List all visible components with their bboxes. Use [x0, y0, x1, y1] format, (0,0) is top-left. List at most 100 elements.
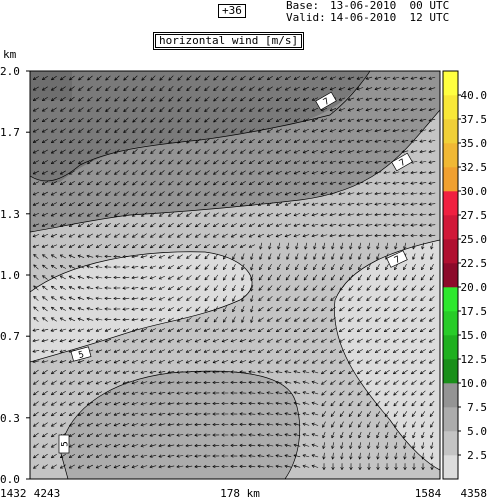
wind-arrow [68, 422, 75, 427]
wind-arrow [132, 117, 138, 123]
wind-arrow [231, 107, 237, 112]
wind-arrow [222, 75, 228, 81]
wind-arrow [267, 306, 273, 312]
wind-arrow [348, 380, 354, 385]
wind-arrow [374, 129, 382, 133]
wind-arrow [356, 338, 363, 343]
wind-arrow [105, 212, 111, 217]
wind-arrow [401, 212, 409, 217]
wind-arrow [105, 170, 111, 175]
wind-arrow [285, 274, 291, 281]
wind-arrow [410, 118, 418, 122]
colorbar-swatch [443, 311, 458, 336]
wind-arrow [239, 401, 247, 406]
wind-arrow [149, 338, 157, 343]
wind-arrow [223, 306, 227, 313]
wind-arrow [420, 317, 426, 322]
wind-arrow [51, 86, 57, 91]
wind-arrow [104, 422, 112, 427]
wind-arrow [104, 275, 112, 280]
wind-arrow [203, 328, 211, 332]
wind-arrow [374, 349, 381, 353]
wind-arrow [266, 412, 274, 416]
wind-arrow [311, 422, 319, 426]
colorbar-swatch [443, 359, 458, 384]
wind-arrow [230, 391, 238, 395]
wind-arrow [284, 370, 292, 374]
wind-arrow [104, 391, 112, 395]
wind-arrow [140, 307, 148, 311]
x-label-center: 178 km [220, 487, 260, 499]
wind-arrow [195, 191, 201, 196]
wind-arrow [403, 421, 407, 428]
wind-arrow [69, 86, 75, 91]
wind-arrow [204, 212, 210, 217]
wind-arrow [249, 75, 255, 81]
wind-arrow [122, 359, 130, 364]
wind-arrow [365, 76, 373, 80]
wind-arrow [140, 286, 148, 290]
wind-arrow [223, 274, 227, 281]
wind-arrow [68, 275, 76, 280]
wind-arrow [95, 244, 102, 248]
wind-arrow [204, 159, 210, 165]
wind-arrow [430, 431, 434, 439]
wind-arrow [230, 422, 238, 427]
wind-arrow [329, 160, 337, 164]
wind-arrow [266, 160, 273, 164]
wind-arrow [410, 87, 418, 91]
colorbar-level-label: 17.5 [461, 305, 487, 318]
wind-arrow [50, 212, 58, 217]
wind-arrow [114, 159, 120, 165]
wind-arrow [113, 317, 121, 322]
wind-arrow [114, 180, 120, 186]
wind-arrow [275, 234, 283, 238]
wind-arrow [266, 181, 274, 185]
wind-arrow [114, 75, 120, 81]
wind-arrow [33, 317, 39, 322]
wind-arrow [50, 233, 58, 238]
wind-arrow [250, 253, 254, 260]
wind-arrow [212, 391, 220, 395]
wind-arrow [266, 191, 274, 196]
wind-arrow [385, 264, 389, 271]
wind-arrow [96, 159, 102, 165]
wind-arrow [221, 412, 229, 416]
wind-arrow [366, 285, 372, 291]
wind-arrow [231, 191, 237, 196]
wind-arrow [141, 117, 147, 123]
wind-arrow [348, 306, 354, 312]
wind-arrow [375, 317, 381, 322]
wind-arrow [248, 244, 256, 248]
wind-arrow [87, 128, 93, 133]
wind-arrow [428, 129, 436, 133]
wind-arrow [104, 349, 112, 353]
wind-arrow [150, 212, 156, 217]
wind-arrow [203, 349, 211, 353]
contour-line-1 [30, 71, 371, 182]
wind-arrow [141, 128, 147, 134]
wind-arrow [167, 307, 174, 311]
wind-arrow [284, 213, 292, 217]
wind-arrow [149, 359, 157, 364]
wind-arrow [212, 380, 220, 385]
wind-arrow [347, 118, 355, 122]
wind-arrow [132, 233, 138, 238]
wind-arrow [356, 97, 364, 101]
wind-arrow [86, 212, 93, 217]
wind-arrow [113, 391, 121, 395]
wind-arrow [249, 138, 255, 144]
wind-arrow [338, 118, 346, 122]
wind-arrow [159, 159, 165, 165]
wind-arrow [95, 349, 103, 353]
wind-arrow [411, 400, 417, 407]
wind-arrow [221, 328, 229, 332]
wind-arrow [176, 401, 184, 406]
wind-arrow [311, 171, 319, 175]
wind-arrow [257, 170, 264, 175]
wind-arrow [257, 191, 265, 196]
wind-arrow [95, 370, 103, 374]
wind-arrow [293, 401, 301, 405]
wind-arrow [213, 170, 219, 175]
wind-arrow [402, 306, 408, 312]
